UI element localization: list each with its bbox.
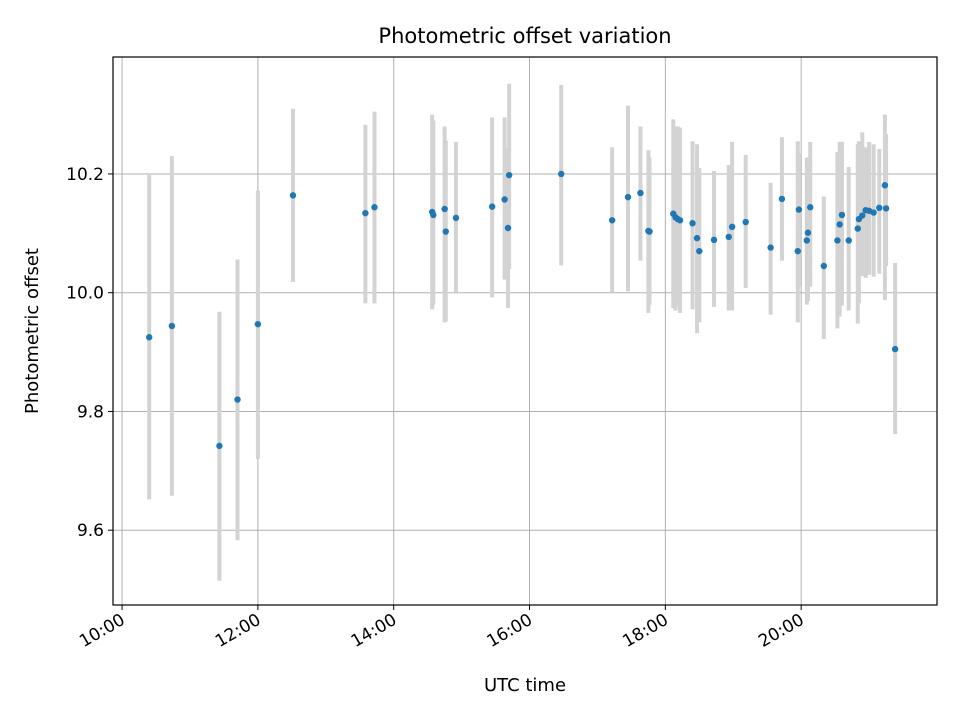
data-point	[778, 195, 786, 203]
data-point	[501, 196, 508, 203]
data-point	[289, 192, 297, 199]
data-point	[710, 236, 718, 244]
x-axis-title: UTC time	[484, 675, 566, 696]
data-point	[876, 204, 883, 212]
data-point	[254, 320, 262, 328]
y-axis-ticks: 9.6 9.8 10.0 10.2	[66, 165, 113, 541]
data-point	[637, 189, 644, 197]
plot-frame	[112, 56, 938, 606]
data-point	[504, 224, 512, 232]
data-point	[693, 234, 701, 242]
data-point	[452, 214, 460, 222]
data-point	[807, 204, 814, 211]
y-tick-label: 10.0	[66, 284, 104, 304]
data-point	[558, 170, 565, 178]
data-point	[891, 345, 899, 353]
y-axis-title: Photometric offset	[22, 248, 43, 414]
data-point	[838, 211, 846, 219]
data-point	[146, 334, 153, 341]
data-point	[794, 247, 801, 255]
data-point	[441, 205, 448, 213]
data-point	[608, 217, 616, 224]
y-tick-label: 10.2	[66, 165, 104, 185]
data-point	[742, 218, 749, 226]
data-point	[216, 442, 223, 450]
data-point	[442, 228, 449, 235]
data-point	[371, 204, 378, 211]
data-point	[803, 237, 811, 244]
data-point	[845, 237, 852, 244]
data-point	[728, 223, 736, 231]
data-point	[234, 396, 241, 403]
data-point	[676, 217, 684, 224]
data-point	[767, 244, 774, 251]
data-point	[804, 229, 812, 236]
data-point	[689, 220, 696, 227]
chart-title: Photometric offset variation	[378, 24, 671, 48]
data-points	[146, 170, 899, 450]
data-point	[854, 225, 861, 232]
data-point	[820, 262, 828, 270]
data-point	[430, 211, 437, 219]
y-tick-label: 9.6	[77, 521, 104, 541]
y-tick-label: 9.8	[77, 402, 104, 422]
data-point	[870, 209, 877, 216]
data-point	[488, 203, 496, 210]
data-point	[362, 209, 369, 217]
data-point	[795, 206, 803, 213]
data-point	[836, 221, 843, 228]
data-point	[646, 228, 653, 235]
data-point	[696, 247, 703, 255]
data-point	[881, 182, 889, 189]
data-point	[859, 212, 866, 219]
data-point	[834, 237, 841, 244]
data-point	[882, 205, 890, 212]
data-point	[725, 233, 732, 241]
data-point	[505, 171, 513, 179]
data-point	[168, 322, 176, 330]
data-point	[624, 193, 632, 201]
